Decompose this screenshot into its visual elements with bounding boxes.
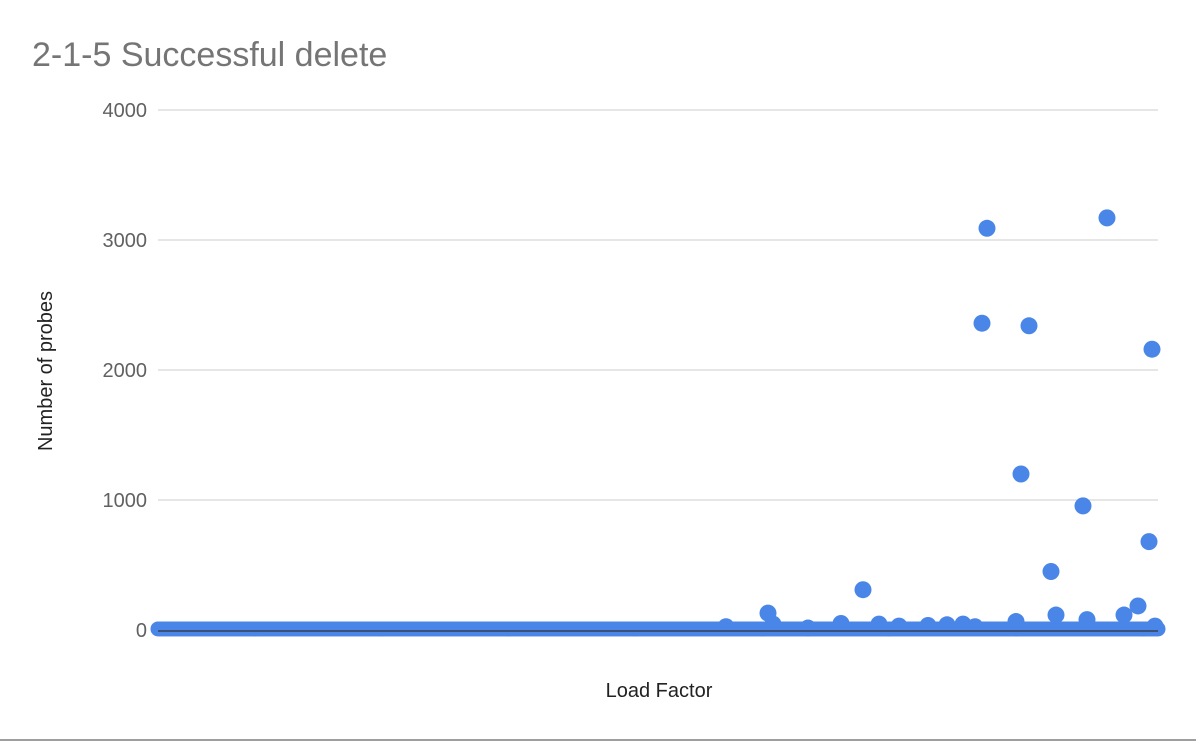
data-point — [1098, 209, 1116, 227]
data-point — [1007, 613, 1025, 631]
data-point — [890, 617, 908, 635]
data-point — [1042, 563, 1060, 580]
data-point — [1143, 340, 1161, 358]
y-tick-label: 2000 — [103, 360, 148, 382]
data-point — [717, 618, 735, 636]
data-point — [1140, 533, 1158, 551]
x-axis-label: Load Factor — [606, 680, 713, 702]
data-point — [832, 615, 850, 632]
y-axis-tick-labels: 0 1000 2000 3000 4000 — [103, 100, 148, 642]
data-point — [973, 314, 991, 332]
data-point — [799, 619, 817, 637]
data-point — [854, 581, 872, 599]
data-point — [870, 615, 888, 633]
data-point — [1129, 597, 1147, 615]
bottom-divider — [0, 739, 1196, 741]
data-point — [764, 615, 782, 633]
data-point — [966, 618, 984, 636]
y-tick-label: 1000 — [103, 490, 148, 512]
data-point — [1115, 606, 1133, 624]
data-point — [978, 219, 996, 237]
data-point — [938, 616, 956, 634]
gridlines — [158, 109, 1158, 501]
data-points — [150, 209, 1166, 637]
data-point — [1074, 497, 1092, 515]
data-point — [1078, 611, 1096, 629]
y-tick-label: 4000 — [103, 100, 148, 122]
data-point — [919, 616, 937, 634]
data-point — [1012, 465, 1030, 483]
y-tick-label: 0 — [136, 620, 147, 642]
data-point — [1146, 617, 1164, 635]
data-point — [1020, 317, 1038, 335]
chart-title: 2-1-5 Successful delete — [32, 36, 387, 74]
y-axis-label: Number of probes — [35, 291, 57, 451]
data-point — [1047, 606, 1065, 624]
y-tick-label: 3000 — [103, 230, 148, 252]
